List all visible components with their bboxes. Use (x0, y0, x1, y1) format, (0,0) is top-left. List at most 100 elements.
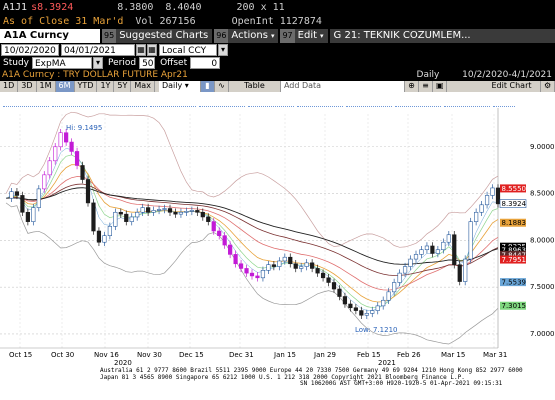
candle-body (31, 207, 36, 222)
candle-body (381, 299, 386, 307)
range-3d[interactable]: 3D (18, 81, 37, 92)
gear-icon[interactable]: ⚙ (541, 81, 555, 92)
price-tag (500, 255, 526, 264)
candle-body (47, 160, 52, 176)
ask: 8.4040 (165, 1, 202, 13)
period-input[interactable]: 50 (139, 57, 156, 69)
candle-body (353, 307, 358, 311)
candle-body (392, 282, 397, 293)
chart-title-bar: A1A Curncy : TRY DOLLAR FUTURE Apr21 Dai… (0, 69, 555, 80)
security-field[interactable]: A1A Curncy (0, 29, 100, 43)
y-tick-label: 8.0000 (530, 236, 555, 244)
annotation-chip[interactable] (346, 94, 392, 107)
y-tick-label: 7.0000 (530, 330, 555, 338)
edit-chart-label: Edit Chart (491, 81, 532, 90)
annotation-chip[interactable] (395, 94, 441, 107)
price-chart[interactable]: 8.55508.39248.18837.93257.89637.84477.79… (0, 108, 555, 366)
calendar-icon[interactable]: ▦ (147, 44, 157, 56)
edit-button[interactable]: 97 Edit ▾ (280, 29, 328, 43)
event-icon[interactable]: ▣ (432, 81, 447, 92)
candle-body (430, 245, 435, 254)
range-5y[interactable]: 5Y (114, 81, 132, 92)
candle-body (386, 291, 391, 301)
range-1y[interactable]: 1Y (97, 81, 115, 92)
candle-body (342, 296, 348, 305)
range-max[interactable]: Max (131, 81, 155, 92)
price-tag (500, 278, 526, 287)
as-of-date: 31 Mar'd (75, 15, 124, 27)
candle-body (140, 207, 145, 213)
candle-body (64, 132, 69, 143)
freq-select[interactable]: Daily ▾ (158, 81, 201, 92)
upper-band-line (5, 111, 499, 248)
trade-size: 200 x 11 (236, 1, 285, 13)
ema-fast-line (5, 154, 499, 309)
currency-select[interactable]: Local CCY (159, 44, 217, 56)
candle-body (20, 195, 25, 213)
annotation-chip[interactable] (493, 94, 515, 107)
candle-body (463, 258, 468, 282)
candle-body (85, 179, 91, 204)
annotation-chip[interactable] (52, 94, 98, 107)
x-tick-label: Jan 15 (273, 351, 296, 359)
x-tick-label: Oct 30 (51, 351, 74, 359)
candle-body (200, 211, 205, 218)
candle-body (102, 235, 107, 243)
range-ytd[interactable]: YTD (74, 81, 98, 92)
candle-body (244, 268, 249, 274)
line-type-icon[interactable]: ∿ (214, 81, 229, 92)
page-tab-title[interactable]: G 21: TEKNIK COZUMLEM... (329, 29, 555, 43)
candle-body (217, 230, 222, 236)
range-1m[interactable]: 1M (36, 81, 56, 92)
date-span: 10/2/2020-4/1/2021 (462, 69, 552, 80)
x-tick-label: Dec 31 (229, 351, 254, 359)
annotation-chip[interactable] (199, 94, 245, 107)
x-tick-label: Oct 15 (9, 351, 32, 359)
range-1d[interactable]: 1D (0, 81, 19, 92)
chart-type-icon[interactable]: ▮ (200, 81, 215, 92)
offset-input[interactable]: 0 (190, 57, 221, 69)
annotation-chip[interactable] (444, 94, 490, 107)
range-6m[interactable]: 6M (55, 81, 75, 92)
end-date-input[interactable]: 04/01/2021 (61, 44, 135, 56)
y-tick-label: 9.0000 (530, 143, 555, 151)
chart-title: A1A Curncy : TRY DOLLAR FUTURE Apr21 (2, 69, 188, 80)
news-icon[interactable]: ≡ (418, 81, 433, 92)
candle-body (331, 282, 337, 290)
quote-line: A1J1 s8.3924 8.3800 8.4040 200 x 11 (0, 0, 555, 14)
chevron-down-icon[interactable]: ▾ (218, 44, 228, 56)
candle-body (468, 221, 473, 260)
range-button-bar: 1D 3D 1M 6M YTD 1Y 5Y Max Daily ▾ ▮ ∿ Ta… (0, 81, 555, 92)
candle-body (135, 211, 140, 218)
candle-body (304, 262, 309, 267)
calendar-icon[interactable]: ▦ (136, 44, 146, 56)
quote-line-2: As of Close 31 Mar'd Vol 267156 OpenInt … (0, 14, 555, 28)
annotation-chip[interactable] (3, 94, 49, 107)
table-button[interactable]: Table (228, 81, 281, 92)
suggested-charts-button[interactable]: 95 Suggested Charts (102, 29, 213, 43)
annotation-chip[interactable] (248, 94, 294, 107)
add-data-input[interactable]: Add Data (280, 81, 405, 92)
actions-label: Actions (231, 30, 268, 41)
candle-body (441, 241, 446, 251)
candle-body (310, 262, 315, 269)
candle-body (255, 275, 260, 279)
zoom-icon[interactable]: ⊕ (404, 81, 419, 92)
edit-label: Edit (297, 30, 318, 41)
annotation-chip[interactable] (101, 94, 147, 107)
actions-button[interactable]: 96 Actions ▾ (214, 29, 279, 43)
price-chart-svg: 8.55508.39248.18837.93257.89637.84477.79… (0, 108, 555, 366)
candle-body (36, 188, 41, 208)
candle-body (282, 256, 287, 262)
start-date-input[interactable]: 10/02/2020 (1, 44, 59, 56)
candle-body (129, 216, 134, 222)
study-select[interactable]: ExpMA (32, 57, 92, 69)
annotation-chip[interactable] (150, 94, 196, 107)
annotation-chip[interactable] (297, 94, 343, 107)
chevron-down-icon[interactable]: ▾ (93, 57, 103, 69)
candle-body (156, 209, 162, 211)
price-tag (499, 199, 527, 208)
x-tick-label: Feb 15 (357, 351, 381, 359)
date-range: 10/02/2020 04/01/2021 ▦ ▦ Local CCY ▾ (0, 44, 555, 56)
edit-chart-button[interactable]: Edit Chart (483, 81, 541, 92)
